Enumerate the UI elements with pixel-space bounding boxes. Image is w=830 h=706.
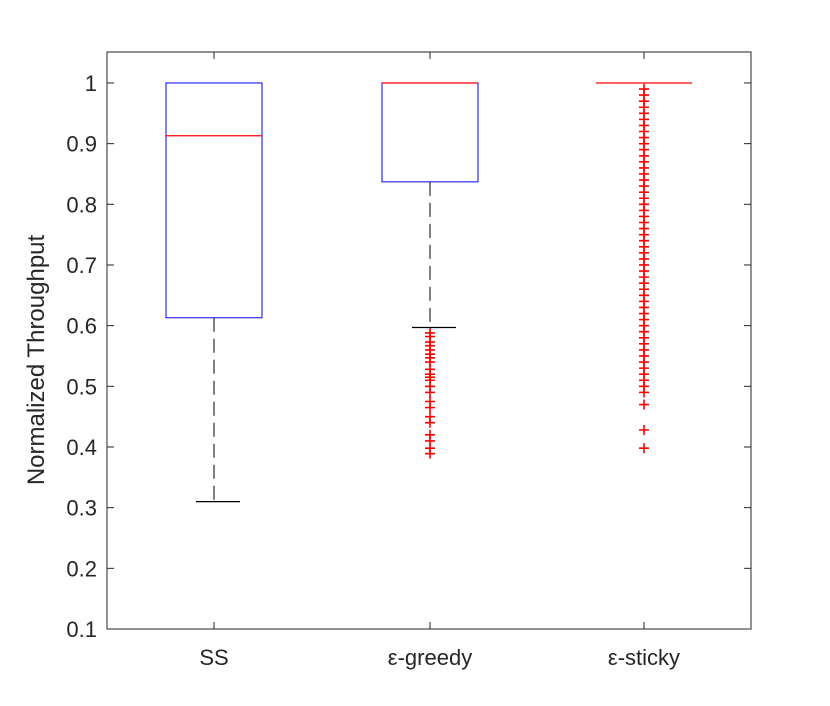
outlier-marker — [425, 411, 435, 422]
y-tick-label: 0.5 — [66, 374, 97, 399]
outlier-marker — [425, 396, 435, 407]
box-group — [381, 82, 479, 459]
y-tick-label: 0.8 — [66, 192, 97, 217]
y-axis: 0.1 0.2 0.3 0.4 0.5 0.6 0.7 0.8 0.9 1 — [66, 71, 751, 642]
box — [165, 82, 263, 319]
y-tick-label: 0.1 — [66, 617, 97, 642]
x-tick-label: ε-sticky — [608, 645, 680, 670]
y-tick-label: 0.6 — [66, 314, 97, 339]
box-group — [596, 82, 692, 454]
x-tick-label: SS — [199, 645, 228, 670]
x-axis: SS ε-greedy ε-sticky — [199, 52, 680, 670]
outlier-marker — [639, 84, 649, 95]
plot-area — [106, 51, 752, 630]
outlier-marker — [425, 429, 435, 440]
outlier-marker — [425, 327, 435, 338]
y-tick-label: 0.3 — [66, 496, 97, 521]
y-tick-label: 0.7 — [66, 253, 97, 278]
outlier-marker — [639, 425, 649, 436]
x-tick-label: ε-greedy — [388, 645, 472, 670]
y-tick-label: 0.9 — [66, 132, 97, 157]
y-tick-label: 0.2 — [66, 556, 97, 581]
boxes-layer — [165, 82, 692, 503]
outlier-marker — [639, 443, 649, 454]
y-axis-title: Normalized Throughput — [23, 234, 50, 485]
outlier-marker — [639, 399, 649, 410]
box-group — [165, 82, 263, 503]
y-tick-label: 0.4 — [66, 435, 97, 460]
y-tick-label: 1 — [85, 71, 97, 96]
